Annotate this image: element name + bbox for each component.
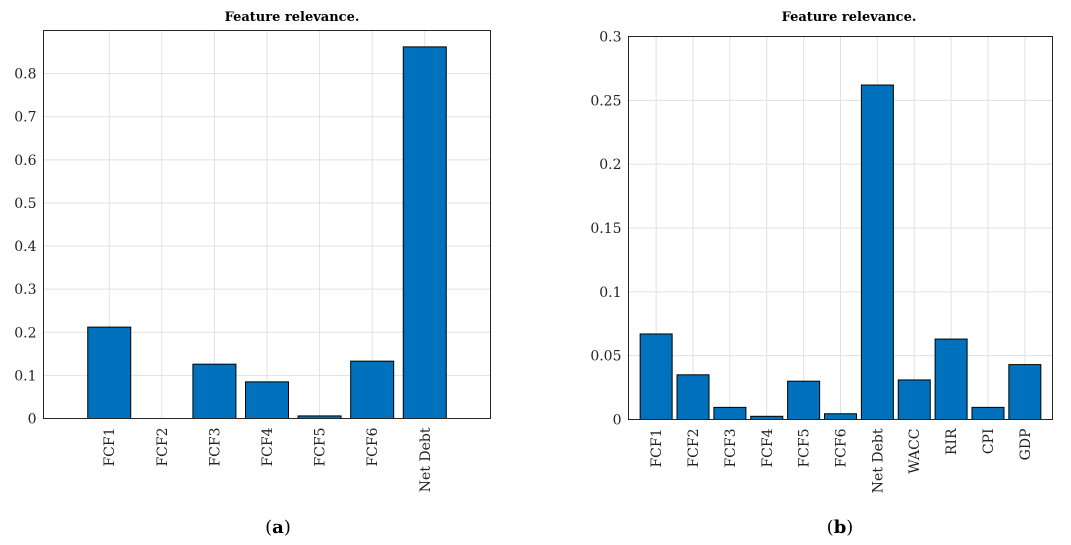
chart-title-b: Feature relevance. [782,10,917,25]
x-tick-label: FCF5 [313,428,329,467]
axes-box-a [43,30,491,419]
y-tick-label: 0.1 [599,285,621,301]
y-tick-label: 0.5 [14,196,36,212]
y-tick-labels-b: 0 0.05 0.1 0.15 0.2 0.25 0.3 [590,30,621,429]
x-tick-labels-b: FCF1 FCF2 FCF3 FCF4 FCF5 FCF6 Net Debt WACC RIR C… [649,428,1034,493]
y-tick-label: 0.25 [590,93,621,109]
x-tick-label: FCF2 [686,429,702,468]
x-tick-label: WACC [907,429,923,474]
bar-fcf4 [245,381,289,420]
y-tick-label: 0 [613,413,622,429]
y-tick-label: 0.8 [14,67,36,83]
panel-label-letter-a: a [272,517,284,538]
panel-label-open-b: ( [827,517,834,538]
y-tick-label: 0 [28,412,37,428]
y-tick-label: 0.1 [14,368,36,384]
gridlines-b [628,36,1053,420]
bar-fcf3 [192,363,237,419]
panel-label-open-a: ( [265,517,272,538]
bars-a [87,46,447,420]
bar-rir [934,338,968,421]
panel-label-b: (b) [827,517,854,538]
x-tick-label: FCF6 [834,428,850,467]
y-tick-label: 0.2 [14,325,36,341]
x-tick-label: CPI [981,429,997,455]
panel-label-close-a: ) [284,517,291,538]
bar-fcf6 [350,360,395,420]
bar-fcf1 [639,333,673,421]
bar-net-debt [860,84,894,420]
y-tick-label: 0.15 [590,221,621,237]
x-tick-label: FCF3 [207,428,223,467]
y-tick-label: 0.2 [599,157,621,173]
bar-fcf6 [824,413,857,421]
bars-b [639,84,1042,421]
x-tick-label: FCF5 [797,429,813,468]
x-tick-label: GDP [1018,429,1034,461]
x-tick-label: FCF4 [260,427,276,466]
y-tick-label: 0.6 [14,153,36,169]
x-tick-label: FCF1 [102,428,118,467]
y-tick-label: 0.3 [14,282,36,298]
bar-wacc [897,379,931,421]
x-tick-label: FCF3 [723,429,739,468]
y-tick-label: 0.7 [14,110,36,126]
x-tick-labels-a: FCF1 FCF2 FCF3 FCF4 FCF5 FCF6 Net Debt [102,427,434,492]
bar-fcf5 [787,380,821,421]
y-tick-label: 0.05 [590,349,621,365]
panel-label-close-b: ) [846,517,853,538]
x-tick-label: Net Debt [870,428,886,493]
x-tick-label: FCF1 [649,429,665,468]
bar-net-debt [402,46,447,419]
chart-title-a: Feature relevance. [225,10,360,25]
y-tick-labels-a: 0 0.1 0.2 0.3 0.4 0.5 0.6 0.7 0.8 [14,67,36,428]
y-tick-label: 0.4 [14,239,36,255]
axes-box-b [628,36,1053,420]
chart-panel-b: Feature relevance. 0 0.05 0.1 0.15 0.2 0.25 0.… [590,10,1053,538]
panel-label-a: (a) [265,517,291,538]
bar-cpi [971,406,1005,421]
x-tick-label: FCF2 [155,428,171,467]
y-tick-label: 0.3 [599,30,621,46]
chart-panel-a: Feature relevance. 0 0.1 0.2 0.3 0.4 0.5 0.6 0.… [14,10,491,538]
bar-gdp [1008,364,1042,420]
panel-label-letter-b: b [834,517,847,538]
bar-fcf1 [87,326,132,419]
x-tick-label: Net Debt [418,427,434,492]
x-tick-label: FCF4 [760,428,776,467]
x-tick-label: RIR [944,428,960,455]
x-tick-label: FCF6 [365,427,381,466]
gridlines-a [43,30,491,419]
bar-fcf3 [713,406,747,421]
bar-fcf2 [676,374,710,421]
